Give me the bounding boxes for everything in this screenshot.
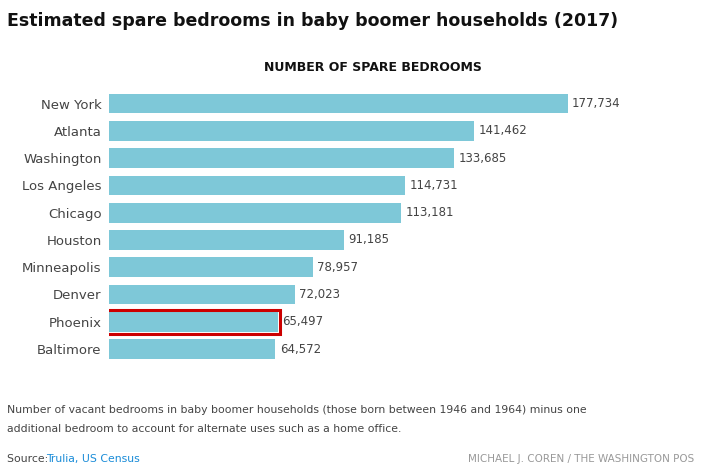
Bar <box>109 285 294 304</box>
Text: Number of vacant bedrooms in baby boomer households (those born between 1946 and: Number of vacant bedrooms in baby boomer… <box>7 405 587 415</box>
Text: MICHAEL J. COREN / THE WASHINGTON POS: MICHAEL J. COREN / THE WASHINGTON POS <box>468 454 694 464</box>
Title: NUMBER OF SPARE BEDROOMS: NUMBER OF SPARE BEDROOMS <box>264 61 482 74</box>
Bar <box>109 148 454 168</box>
Text: Source:: Source: <box>7 454 52 464</box>
Bar <box>109 339 275 359</box>
Bar <box>109 312 278 332</box>
Bar <box>109 94 568 113</box>
Text: Trulia, US Census: Trulia, US Census <box>46 454 140 464</box>
Bar <box>109 121 474 141</box>
Text: 72,023: 72,023 <box>299 288 340 301</box>
Text: 133,685: 133,685 <box>458 152 507 164</box>
Text: 78,957: 78,957 <box>317 261 358 273</box>
Text: Estimated spare bedrooms in baby boomer households (2017): Estimated spare bedrooms in baby boomer … <box>7 12 618 30</box>
Text: 64,572: 64,572 <box>280 343 321 356</box>
Text: 113,181: 113,181 <box>405 206 454 219</box>
Bar <box>109 257 313 277</box>
Text: 91,185: 91,185 <box>348 234 390 246</box>
Text: 141,462: 141,462 <box>479 124 527 137</box>
Text: additional bedroom to account for alternate uses such as a home office.: additional bedroom to account for altern… <box>7 424 402 434</box>
Text: 177,734: 177,734 <box>572 97 621 110</box>
Bar <box>109 203 401 222</box>
Bar <box>109 230 344 250</box>
Bar <box>107 310 280 334</box>
Text: 114,731: 114,731 <box>409 179 458 192</box>
Text: 65,497: 65,497 <box>283 315 324 328</box>
Bar <box>109 176 405 195</box>
